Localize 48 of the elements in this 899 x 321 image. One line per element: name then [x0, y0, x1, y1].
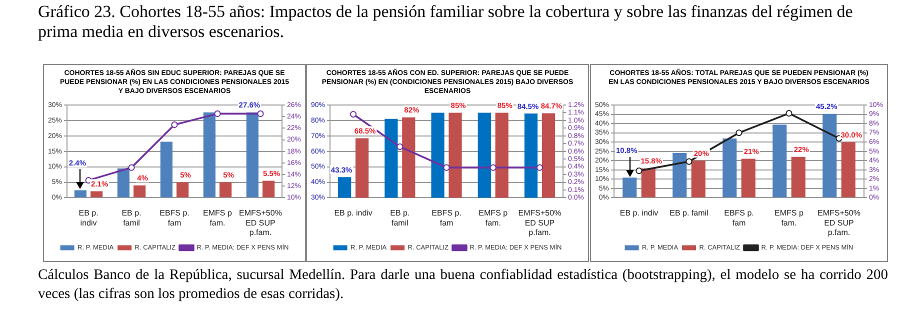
point — [257, 110, 264, 117]
x-tick-label: EMFS+50% ED SUP p.fam. — [239, 208, 282, 237]
x-tick-label: EB p. indiv — [334, 208, 372, 218]
x-tick-label: EMFS+50% ED SUP p.fam. — [818, 208, 860, 237]
x-tick-label: EBFS p. fam — [432, 208, 462, 228]
bar — [160, 142, 172, 198]
bar — [117, 168, 130, 198]
x-tick-label: EBFS p. fam — [724, 208, 754, 228]
bar — [741, 158, 756, 198]
bar — [90, 191, 103, 198]
x-tick-label: EBFS p. fam — [160, 208, 190, 228]
point — [786, 110, 792, 117]
point — [736, 130, 742, 136]
text: Gráfico 23. Cohortes 18-55 años: Impactos de la pensión familiar sobre la cobertura y sobre las finanzas del régimen de prima media en diversos escenarios. — [38, 2, 854, 42]
bar — [220, 182, 232, 198]
point — [686, 158, 692, 165]
x-tick-label: EB p. indiv — [620, 208, 658, 218]
x-tick-label: EMFS+50% ED SUP p.fam. — [518, 208, 562, 237]
point — [536, 164, 544, 171]
x-tick-label: EB p. famil — [122, 208, 142, 228]
x-tick-label: EB p. indiv — [78, 208, 98, 228]
bar — [262, 180, 275, 198]
bar — [203, 112, 216, 198]
bar — [641, 168, 656, 198]
point — [490, 164, 496, 171]
bar — [791, 156, 806, 198]
bar — [722, 138, 737, 198]
text: Cálculos Banco de la República, sucursal Medellín. Para darle una buena confiablidad estadística (bootstrapping), el modelo se ha corrido 200 veces (las cifras son los promedios de esas corridas). — [38, 266, 888, 304]
bar — [176, 182, 189, 198]
bar — [134, 185, 146, 198]
bar — [822, 114, 837, 198]
point — [128, 164, 135, 171]
x-tick-label: EMFS p fam. — [774, 208, 804, 228]
bar — [691, 160, 706, 198]
point — [443, 164, 450, 171]
x-tick-label: EB p. famil — [670, 208, 709, 218]
bar — [841, 142, 856, 198]
x-tick-label: EB p. famil — [390, 208, 410, 228]
point — [350, 110, 357, 118]
point — [171, 121, 178, 128]
point — [396, 143, 404, 150]
x-tick-label: EMFS p fam. — [203, 208, 232, 228]
point — [214, 110, 221, 117]
x-tick-label: EMFS p fam. — [478, 208, 508, 228]
bar — [772, 124, 787, 198]
point — [636, 168, 642, 174]
bar — [672, 153, 687, 198]
bar — [246, 112, 258, 198]
